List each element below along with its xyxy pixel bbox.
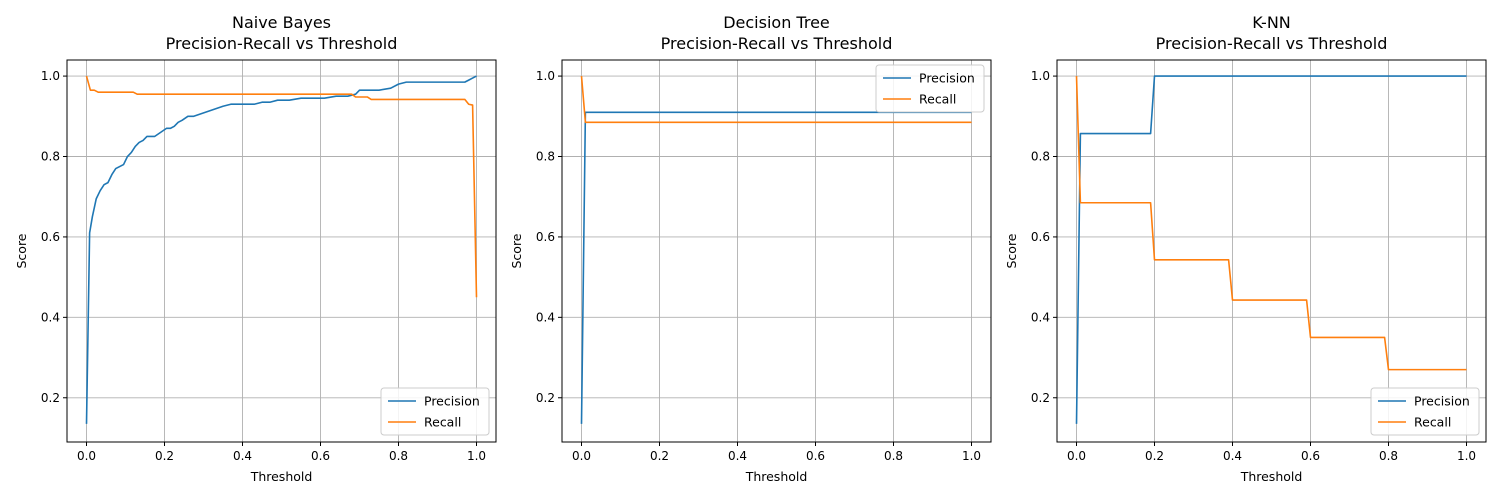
plot-frame [66,59,497,443]
plot-frame [1056,59,1487,443]
x-axis-label: Threshold [250,469,313,484]
series-line-recall [1075,76,1467,371]
chart-subtitle: Precision-Recall vs Threshold [166,34,398,53]
series-line-recall [580,76,972,124]
x-tick-label: 0.0 [572,449,591,463]
series-line-precision [85,75,477,424]
x-tick-label: 1.0 [467,449,486,463]
legend-label: Recall [919,92,956,107]
legend-label: Recall [424,415,461,430]
x-tick-label: 0.4 [233,449,252,463]
x-tick-label: 1.0 [1457,449,1476,463]
y-axis-label: Score [1004,233,1019,268]
y-axis-label: Score [14,233,29,268]
x-tick-label: 0.8 [884,449,903,463]
x-tick-label: 0.6 [806,449,825,463]
y-tick-label: 0.2 [41,391,60,405]
chart-panel-0: Naive Bayes Precision-Recall vs Threshold… [14,13,497,484]
chart-panel-1: Decision Tree Precision-Recall vs Thresho… [509,13,992,484]
x-axis-label: Threshold [1240,469,1303,484]
chart-title: K-NN [1252,13,1291,32]
y-tick-label: 0.6 [1031,230,1050,244]
legend-box [380,387,490,436]
x-tick-label: 0.6 [311,449,330,463]
y-tick-label: 0.2 [536,391,555,405]
x-tick-label: 0.4 [1223,449,1242,463]
x-tick-label: 0.0 [77,449,96,463]
y-tick-label: 0.8 [536,150,555,164]
y-tick-label: 0.4 [41,310,60,324]
series-line-precision [580,111,972,424]
chart-title: Decision Tree [723,13,830,32]
x-tick-label: 0.2 [1145,449,1164,463]
legend: Precision Recall [380,387,490,436]
legend-box [875,64,985,113]
x-tick-label: 0.6 [1301,449,1320,463]
chart-title: Naive Bayes [232,13,331,32]
x-tick-label: 1.0 [962,449,981,463]
y-axis-label: Score [509,233,524,268]
x-tick-label: 0.4 [728,449,747,463]
x-tick-label: 0.8 [1379,449,1398,463]
y-tick-label: 1.0 [1031,69,1050,83]
y-tick-label: 0.6 [536,230,555,244]
y-tick-label: 0.2 [1031,391,1050,405]
legend-label: Precision [1414,394,1470,409]
x-tick-label: 0.0 [1067,449,1086,463]
legend-label: Recall [1414,415,1451,430]
legend-label: Precision [424,394,480,409]
chart-subtitle: Precision-Recall vs Threshold [661,34,893,53]
y-tick-label: 1.0 [41,69,60,83]
x-axis-label: Threshold [745,469,808,484]
series-line-recall [85,75,478,298]
legend: Precision Recall [1370,387,1480,436]
legend-label: Precision [919,71,975,86]
x-tick-label: 0.2 [155,449,174,463]
legend-box [1370,387,1480,436]
y-tick-label: 0.6 [41,230,60,244]
x-tick-label: 0.8 [389,449,408,463]
plot-frame [561,59,992,443]
chart-panel-2: K-NN Precision-Recall vs Threshold 0.0 0.2 0… [1004,13,1487,484]
x-tick-label: 0.2 [650,449,669,463]
legend: Precision Recall [875,64,985,113]
chart-subtitle: Precision-Recall vs Threshold [1156,34,1388,53]
y-tick-label: 0.4 [536,310,555,324]
y-tick-label: 0.8 [1031,150,1050,164]
series-line-precision [1075,75,1467,424]
y-tick-label: 1.0 [536,69,555,83]
y-tick-label: 0.8 [41,150,60,164]
y-tick-label: 0.4 [1031,310,1050,324]
